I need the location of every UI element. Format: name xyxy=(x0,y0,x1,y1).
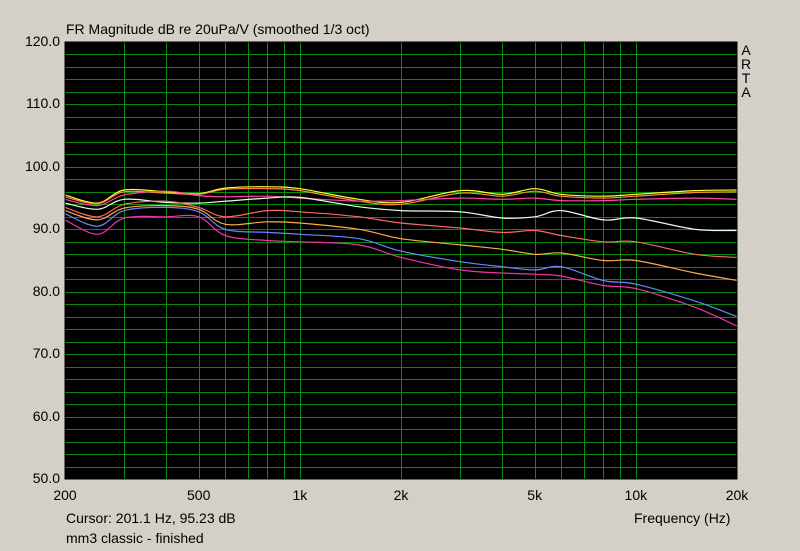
chart-title: FR Magnitude dB re 20uPa/V (smoothed 1/3… xyxy=(66,21,370,37)
brand-letter: A xyxy=(741,42,751,58)
grid-lines xyxy=(65,42,737,479)
y-tick-label: 50.0 xyxy=(32,470,60,486)
y-tick-label: 80.0 xyxy=(32,282,60,299)
brand-letter: R xyxy=(741,56,752,72)
y-tick-label: 60.0 xyxy=(32,407,60,424)
x-tick-label: 1k xyxy=(292,487,308,503)
series-line-5 xyxy=(64,200,738,258)
brand-letter: T xyxy=(741,70,751,86)
x-tick-label: 500 xyxy=(187,487,211,503)
y-tick-label: 110.0 xyxy=(26,95,60,112)
cursor-readout: Cursor: 201.1 Hz, 95.23 dB xyxy=(66,510,236,526)
y-tick-label: 90.0 xyxy=(32,220,60,237)
x-tick-label: 2k xyxy=(393,487,409,503)
x-tick-label: 5k xyxy=(527,487,543,503)
y-tick-label: 120.0 xyxy=(24,33,60,49)
series-line-3 xyxy=(64,190,738,207)
plot-frame xyxy=(64,41,738,480)
x-axis-title: Frequency (Hz) xyxy=(634,510,731,526)
brand-letter: A xyxy=(741,84,751,100)
x-tick-label: 10k xyxy=(624,487,648,503)
series-line-7 xyxy=(64,206,738,318)
arta-brand: A R T A xyxy=(741,43,751,99)
response-curves xyxy=(64,186,738,327)
series-line-6 xyxy=(64,204,738,282)
series-line-8 xyxy=(64,214,738,327)
status-text: mm3 classic - finished xyxy=(66,530,204,546)
series-line-4 xyxy=(64,196,738,232)
x-tick-label: 200 xyxy=(53,487,77,503)
x-tick-label: 20k xyxy=(725,487,749,503)
y-tick-label: 70.0 xyxy=(32,345,60,362)
y-tick-label: 100.0 xyxy=(24,157,60,174)
series-line-2 xyxy=(64,187,738,206)
